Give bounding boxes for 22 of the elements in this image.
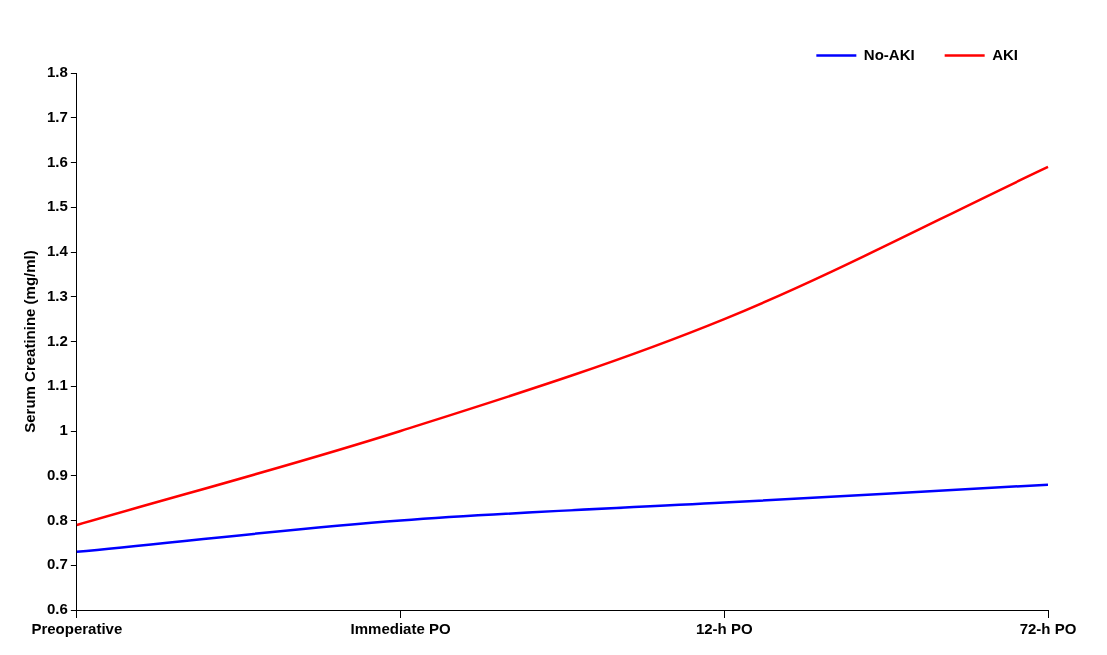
x-tick-label: 12-h PO (695, 620, 753, 638)
y-tick-label: 0.6 (46, 600, 68, 618)
y-tick-label: 1.1 (46, 376, 68, 394)
x-tick-label: Immediate PO (350, 620, 451, 638)
y-tick-label: 1.8 (46, 63, 68, 81)
y-tick-label: 0.9 (46, 465, 68, 483)
y-tick-label: 1.5 (46, 197, 68, 215)
y-tick-label: 1.6 (46, 152, 68, 170)
y-axis-title: Serum Creatinine (mg/ml) (21, 250, 39, 433)
y-tick-label: 0.7 (46, 555, 68, 573)
x-tick-label: 72-h PO (1019, 620, 1077, 638)
legend-label: No-AKI (863, 45, 915, 63)
line-series (75, 483, 1050, 554)
y-tick-label: 1.7 (46, 107, 68, 125)
line-series (75, 165, 1050, 527)
y-tick-label: 1.3 (46, 286, 68, 304)
y-tick-label: 1 (59, 421, 68, 439)
y-tick-label: 0.8 (46, 510, 68, 528)
y-tick-label: 1.4 (46, 242, 69, 260)
y-tick-label: 1.2 (46, 331, 68, 349)
legend-label: AKI (992, 45, 1019, 63)
x-tick-label: Preoperative (31, 620, 123, 638)
